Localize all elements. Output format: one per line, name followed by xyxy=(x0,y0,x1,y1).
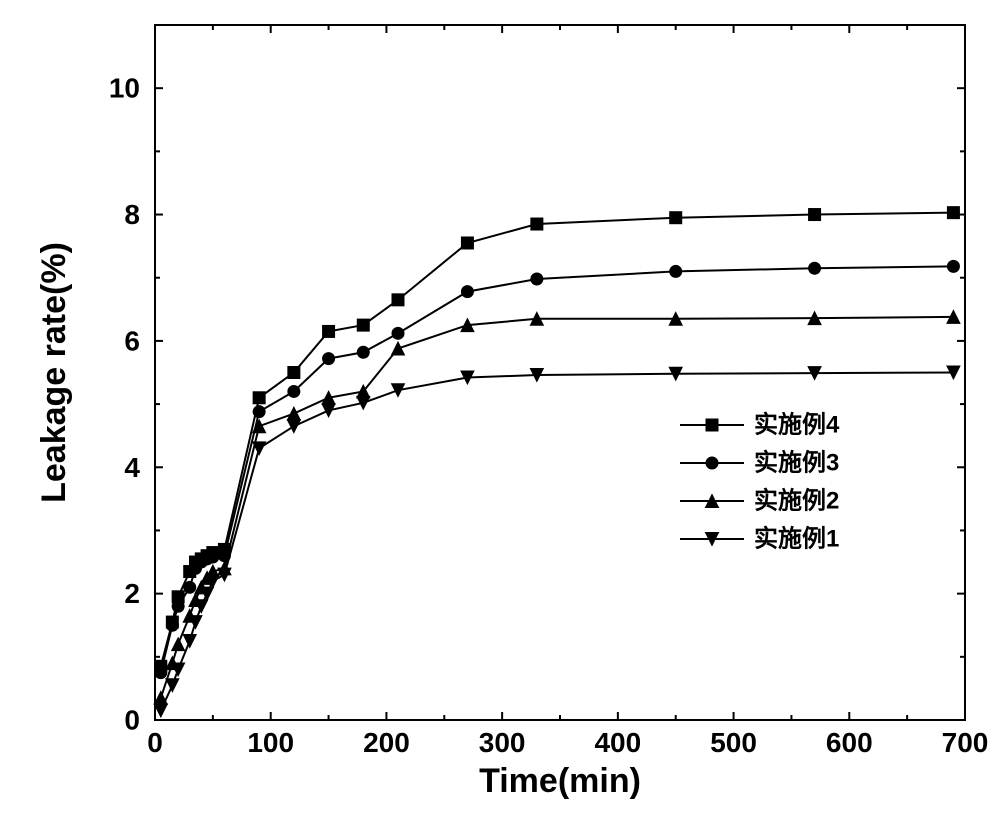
marker-circle xyxy=(184,581,196,593)
marker-circle xyxy=(253,406,265,418)
marker-circle xyxy=(155,667,167,679)
marker-square xyxy=(357,319,369,331)
x-tick-label: 300 xyxy=(479,727,526,758)
marker-triangle-down xyxy=(287,420,300,433)
marker-triangle-down xyxy=(154,704,167,717)
marker-circle xyxy=(288,385,300,397)
marker-square xyxy=(253,392,265,404)
marker-square xyxy=(809,209,821,221)
marker-circle xyxy=(323,353,335,365)
x-tick-label: 700 xyxy=(942,727,989,758)
y-tick-label: 8 xyxy=(124,199,140,230)
marker-square xyxy=(323,325,335,337)
y-tick-label: 2 xyxy=(124,578,140,609)
chart-container: 0 100 200 300 400 500 600 700 0 2 4 6 8 10 Time(min) Le… xyxy=(0,0,1000,832)
x-tick-label: 600 xyxy=(826,727,873,758)
marker-square xyxy=(392,294,404,306)
marker-circle xyxy=(947,260,959,272)
y-tick-label: 6 xyxy=(124,325,140,356)
marker-square xyxy=(947,207,959,219)
marker-circle xyxy=(461,286,473,298)
legend-label: 实施例3 xyxy=(754,449,839,477)
x-tick-label: 200 xyxy=(363,727,410,758)
marker-square xyxy=(461,237,473,249)
x-axis-title: Time(min) xyxy=(479,762,641,800)
y-axis-title: Leakage rate(%) xyxy=(35,242,73,503)
marker-triangle-up xyxy=(172,638,185,651)
y-tick-label: 10 xyxy=(109,73,140,104)
marker-circle xyxy=(207,551,219,563)
legend-label: 实施例2 xyxy=(754,487,839,515)
marker-circle xyxy=(166,619,178,631)
marker-circle xyxy=(357,346,369,358)
legend-label: 实施例1 xyxy=(754,525,839,553)
marker-triangle-down xyxy=(183,635,196,648)
legend-label: 实施例4 xyxy=(754,411,840,439)
marker-circle xyxy=(531,273,543,285)
x-tick-label: 400 xyxy=(594,727,641,758)
marker-square xyxy=(288,367,300,379)
marker-circle xyxy=(172,600,184,612)
marker-circle xyxy=(670,265,682,277)
x-tick-label: 0 xyxy=(147,727,163,758)
marker-circle xyxy=(706,457,718,469)
marker-square xyxy=(706,419,718,431)
x-tick-label: 500 xyxy=(710,727,757,758)
marker-square xyxy=(670,212,682,224)
marker-triangle-down xyxy=(166,679,179,692)
marker-circle xyxy=(392,327,404,339)
y-tick-label: 0 xyxy=(124,705,140,736)
marker-square xyxy=(531,218,543,230)
marker-triangle-up xyxy=(392,342,405,355)
marker-circle xyxy=(809,262,821,274)
x-tick-label: 100 xyxy=(247,727,294,758)
leakage-chart: 0 100 200 300 400 500 600 700 0 2 4 6 8 10 Time(min) Le… xyxy=(0,0,1000,832)
y-tick-label: 4 xyxy=(124,452,140,483)
marker-triangle-up xyxy=(287,407,300,420)
series-line-s4 xyxy=(161,213,954,667)
